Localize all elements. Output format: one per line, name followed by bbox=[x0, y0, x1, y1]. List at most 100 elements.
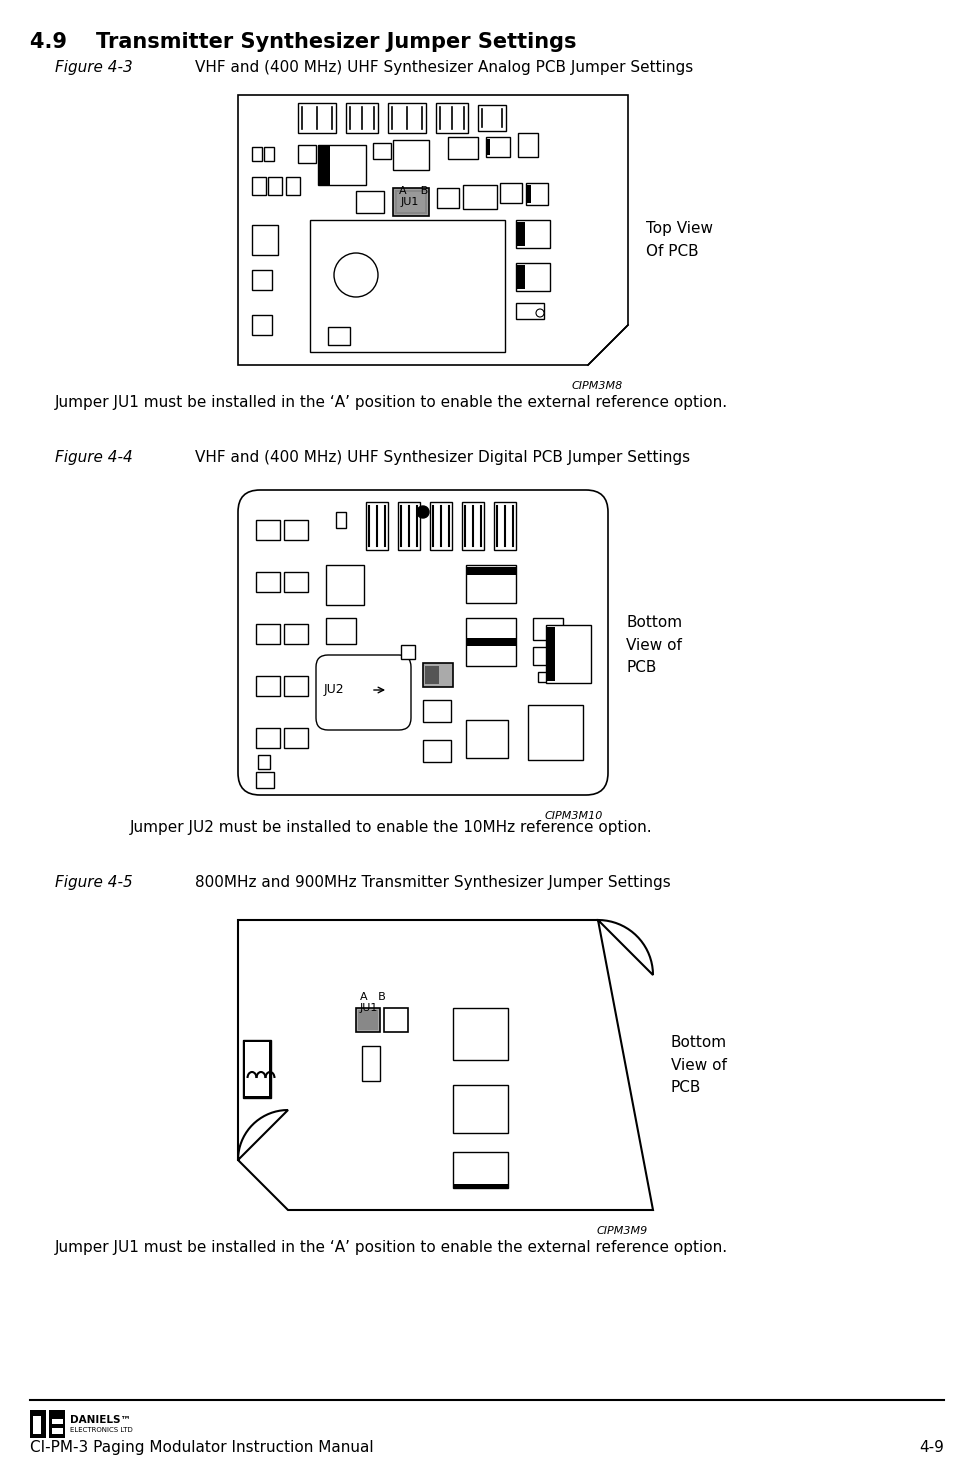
Circle shape bbox=[536, 310, 544, 317]
Bar bbox=[243, 1040, 271, 1098]
Bar bbox=[256, 623, 280, 644]
Bar bbox=[448, 137, 478, 159]
Bar bbox=[326, 618, 356, 644]
Bar bbox=[286, 177, 300, 196]
Bar bbox=[258, 755, 270, 769]
Bar bbox=[284, 520, 308, 540]
Bar bbox=[533, 618, 563, 639]
Bar bbox=[423, 663, 453, 688]
Bar bbox=[362, 1045, 380, 1080]
Bar bbox=[533, 647, 561, 664]
Bar bbox=[252, 270, 272, 291]
Polygon shape bbox=[238, 920, 653, 1210]
Bar bbox=[318, 145, 330, 185]
Bar bbox=[264, 147, 274, 161]
Bar bbox=[516, 304, 544, 318]
Circle shape bbox=[334, 253, 378, 296]
Bar bbox=[284, 729, 308, 748]
Text: CIPM3M9: CIPM3M9 bbox=[597, 1226, 648, 1237]
Bar bbox=[516, 263, 550, 291]
Text: JU1: JU1 bbox=[360, 1003, 378, 1013]
Bar bbox=[393, 188, 429, 216]
Bar bbox=[393, 140, 429, 169]
Bar bbox=[318, 145, 366, 185]
Bar bbox=[466, 565, 516, 603]
Text: 4.9    Transmitter Synthesizer Jumper Settings: 4.9 Transmitter Synthesizer Jumper Setti… bbox=[30, 32, 577, 53]
Bar bbox=[500, 182, 522, 203]
Bar bbox=[538, 672, 550, 682]
Bar bbox=[298, 145, 316, 164]
Bar bbox=[326, 565, 364, 604]
Bar bbox=[466, 638, 516, 645]
Bar bbox=[252, 225, 278, 256]
Bar bbox=[318, 147, 328, 182]
Bar bbox=[547, 626, 555, 680]
Bar bbox=[437, 188, 459, 207]
Text: VHF and (400 MHz) UHF Synthesizer Analog PCB Jumper Settings: VHF and (400 MHz) UHF Synthesizer Analog… bbox=[195, 60, 693, 74]
Bar bbox=[356, 1007, 380, 1032]
Bar bbox=[388, 104, 426, 133]
Bar bbox=[518, 133, 538, 158]
Bar bbox=[395, 190, 427, 215]
Bar bbox=[373, 143, 391, 159]
Bar bbox=[256, 676, 280, 696]
Circle shape bbox=[417, 507, 429, 518]
Bar bbox=[526, 185, 531, 203]
Bar bbox=[453, 1007, 508, 1060]
Text: Bottom
View of
PCB: Bottom View of PCB bbox=[671, 1035, 728, 1095]
Bar bbox=[453, 1152, 508, 1188]
Text: A   B: A B bbox=[360, 991, 386, 1002]
Bar bbox=[256, 772, 274, 788]
Bar bbox=[245, 1042, 269, 1096]
Bar bbox=[336, 512, 346, 529]
Bar bbox=[516, 220, 550, 248]
Bar bbox=[252, 147, 262, 161]
Bar bbox=[256, 729, 280, 748]
Bar bbox=[517, 222, 525, 245]
Bar bbox=[346, 104, 378, 133]
Bar bbox=[252, 315, 272, 334]
Text: ELECTRONICS LTD: ELECTRONICS LTD bbox=[70, 1426, 132, 1434]
Bar bbox=[528, 705, 583, 761]
Bar bbox=[256, 520, 280, 540]
Bar bbox=[284, 572, 308, 591]
Text: Jumper JU2 must be installed to enable the 10MHz reference option.: Jumper JU2 must be installed to enable t… bbox=[130, 821, 653, 835]
Bar bbox=[430, 502, 452, 550]
Bar bbox=[401, 645, 415, 658]
Bar bbox=[423, 699, 451, 723]
Bar bbox=[425, 666, 439, 683]
Bar bbox=[52, 1428, 63, 1434]
Bar bbox=[366, 502, 388, 550]
Bar bbox=[49, 1410, 65, 1438]
Bar bbox=[397, 193, 425, 212]
Bar bbox=[526, 182, 548, 204]
Bar bbox=[423, 740, 451, 762]
Text: CIPM3M10: CIPM3M10 bbox=[544, 810, 603, 821]
Text: JU1: JU1 bbox=[401, 197, 420, 207]
Text: Figure 4-3: Figure 4-3 bbox=[55, 60, 132, 74]
Bar bbox=[463, 185, 497, 209]
Text: 4-9: 4-9 bbox=[919, 1440, 944, 1456]
Text: Top View
Of PCB: Top View Of PCB bbox=[646, 222, 713, 258]
Text: CI-PM-3 Paging Modulator Instruction Manual: CI-PM-3 Paging Modulator Instruction Man… bbox=[30, 1440, 374, 1456]
Bar bbox=[478, 105, 506, 131]
Bar bbox=[494, 502, 516, 550]
Text: Bottom
View of
PCB: Bottom View of PCB bbox=[626, 615, 682, 675]
Bar bbox=[546, 625, 591, 683]
Bar bbox=[486, 137, 510, 158]
Bar bbox=[453, 1085, 508, 1133]
Bar bbox=[268, 177, 282, 196]
Bar bbox=[284, 623, 308, 644]
Bar bbox=[553, 672, 565, 682]
Bar bbox=[310, 220, 505, 352]
Bar bbox=[486, 139, 490, 155]
Bar bbox=[466, 618, 516, 666]
Bar bbox=[466, 720, 508, 758]
Bar bbox=[358, 1010, 378, 1029]
Bar bbox=[30, 1410, 46, 1438]
Bar bbox=[436, 104, 468, 133]
Bar bbox=[52, 1419, 63, 1424]
Bar bbox=[398, 502, 420, 550]
Text: Jumper JU1 must be installed in the ‘A’ position to enable the external referenc: Jumper JU1 must be installed in the ‘A’ … bbox=[55, 396, 729, 410]
Text: A    B: A B bbox=[399, 185, 429, 196]
